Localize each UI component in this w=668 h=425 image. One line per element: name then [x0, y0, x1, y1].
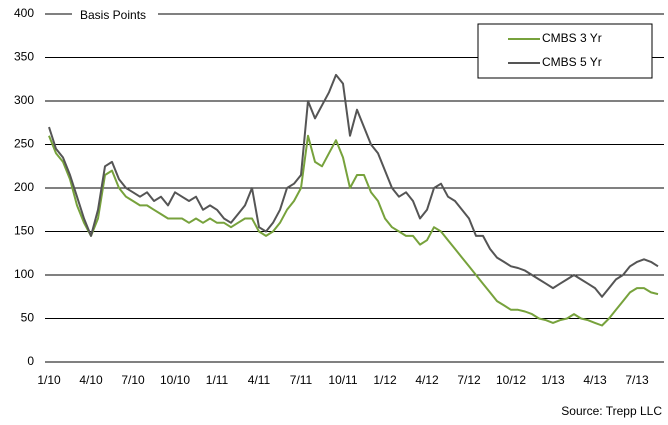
legend-box [477, 23, 653, 79]
legend-label: CMBS 5 Yr [542, 55, 602, 69]
y-tick-label: 100 [14, 267, 34, 281]
y-tick-label: 0 [27, 354, 34, 368]
x-tick-label: 4/10 [79, 373, 103, 387]
y-axis-label: Basis Points [80, 8, 146, 22]
x-tick-label: 1/11 [206, 373, 229, 387]
x-tick-label: 10/12 [496, 373, 526, 387]
y-tick-label: 150 [14, 224, 34, 238]
source-note: Source: Trepp LLC [561, 404, 662, 418]
label-bg [72, 8, 158, 22]
x-tick-label: 7/10 [121, 373, 145, 387]
series-line [48, 134, 659, 327]
x-tick-label: 7/11 [290, 373, 313, 387]
series-line [48, 73, 659, 298]
y-tick-label: 50 [21, 311, 35, 325]
x-tick-label: 4/12 [415, 373, 439, 387]
y-tick-label: 250 [14, 137, 34, 151]
y-tick-label: 200 [14, 180, 34, 194]
x-tick-label: 7/12 [457, 373, 481, 387]
x-tick-label: 4/11 [248, 373, 271, 387]
y-tick-label: 350 [14, 50, 34, 64]
y-tick-label: 300 [14, 93, 34, 107]
x-tick-label: 7/13 [625, 373, 649, 387]
x-tick-label: 10/10 [160, 373, 190, 387]
x-tick-label: 1/13 [541, 373, 565, 387]
legend-label: CMBS 3 Yr [542, 31, 602, 45]
x-tick-label: 10/11 [328, 373, 357, 387]
x-tick-label: 1/10 [37, 373, 61, 387]
x-tick-label: 4/13 [583, 373, 607, 387]
x-tick-label: 1/12 [373, 373, 397, 387]
y-tick-label: 400 [14, 6, 34, 20]
